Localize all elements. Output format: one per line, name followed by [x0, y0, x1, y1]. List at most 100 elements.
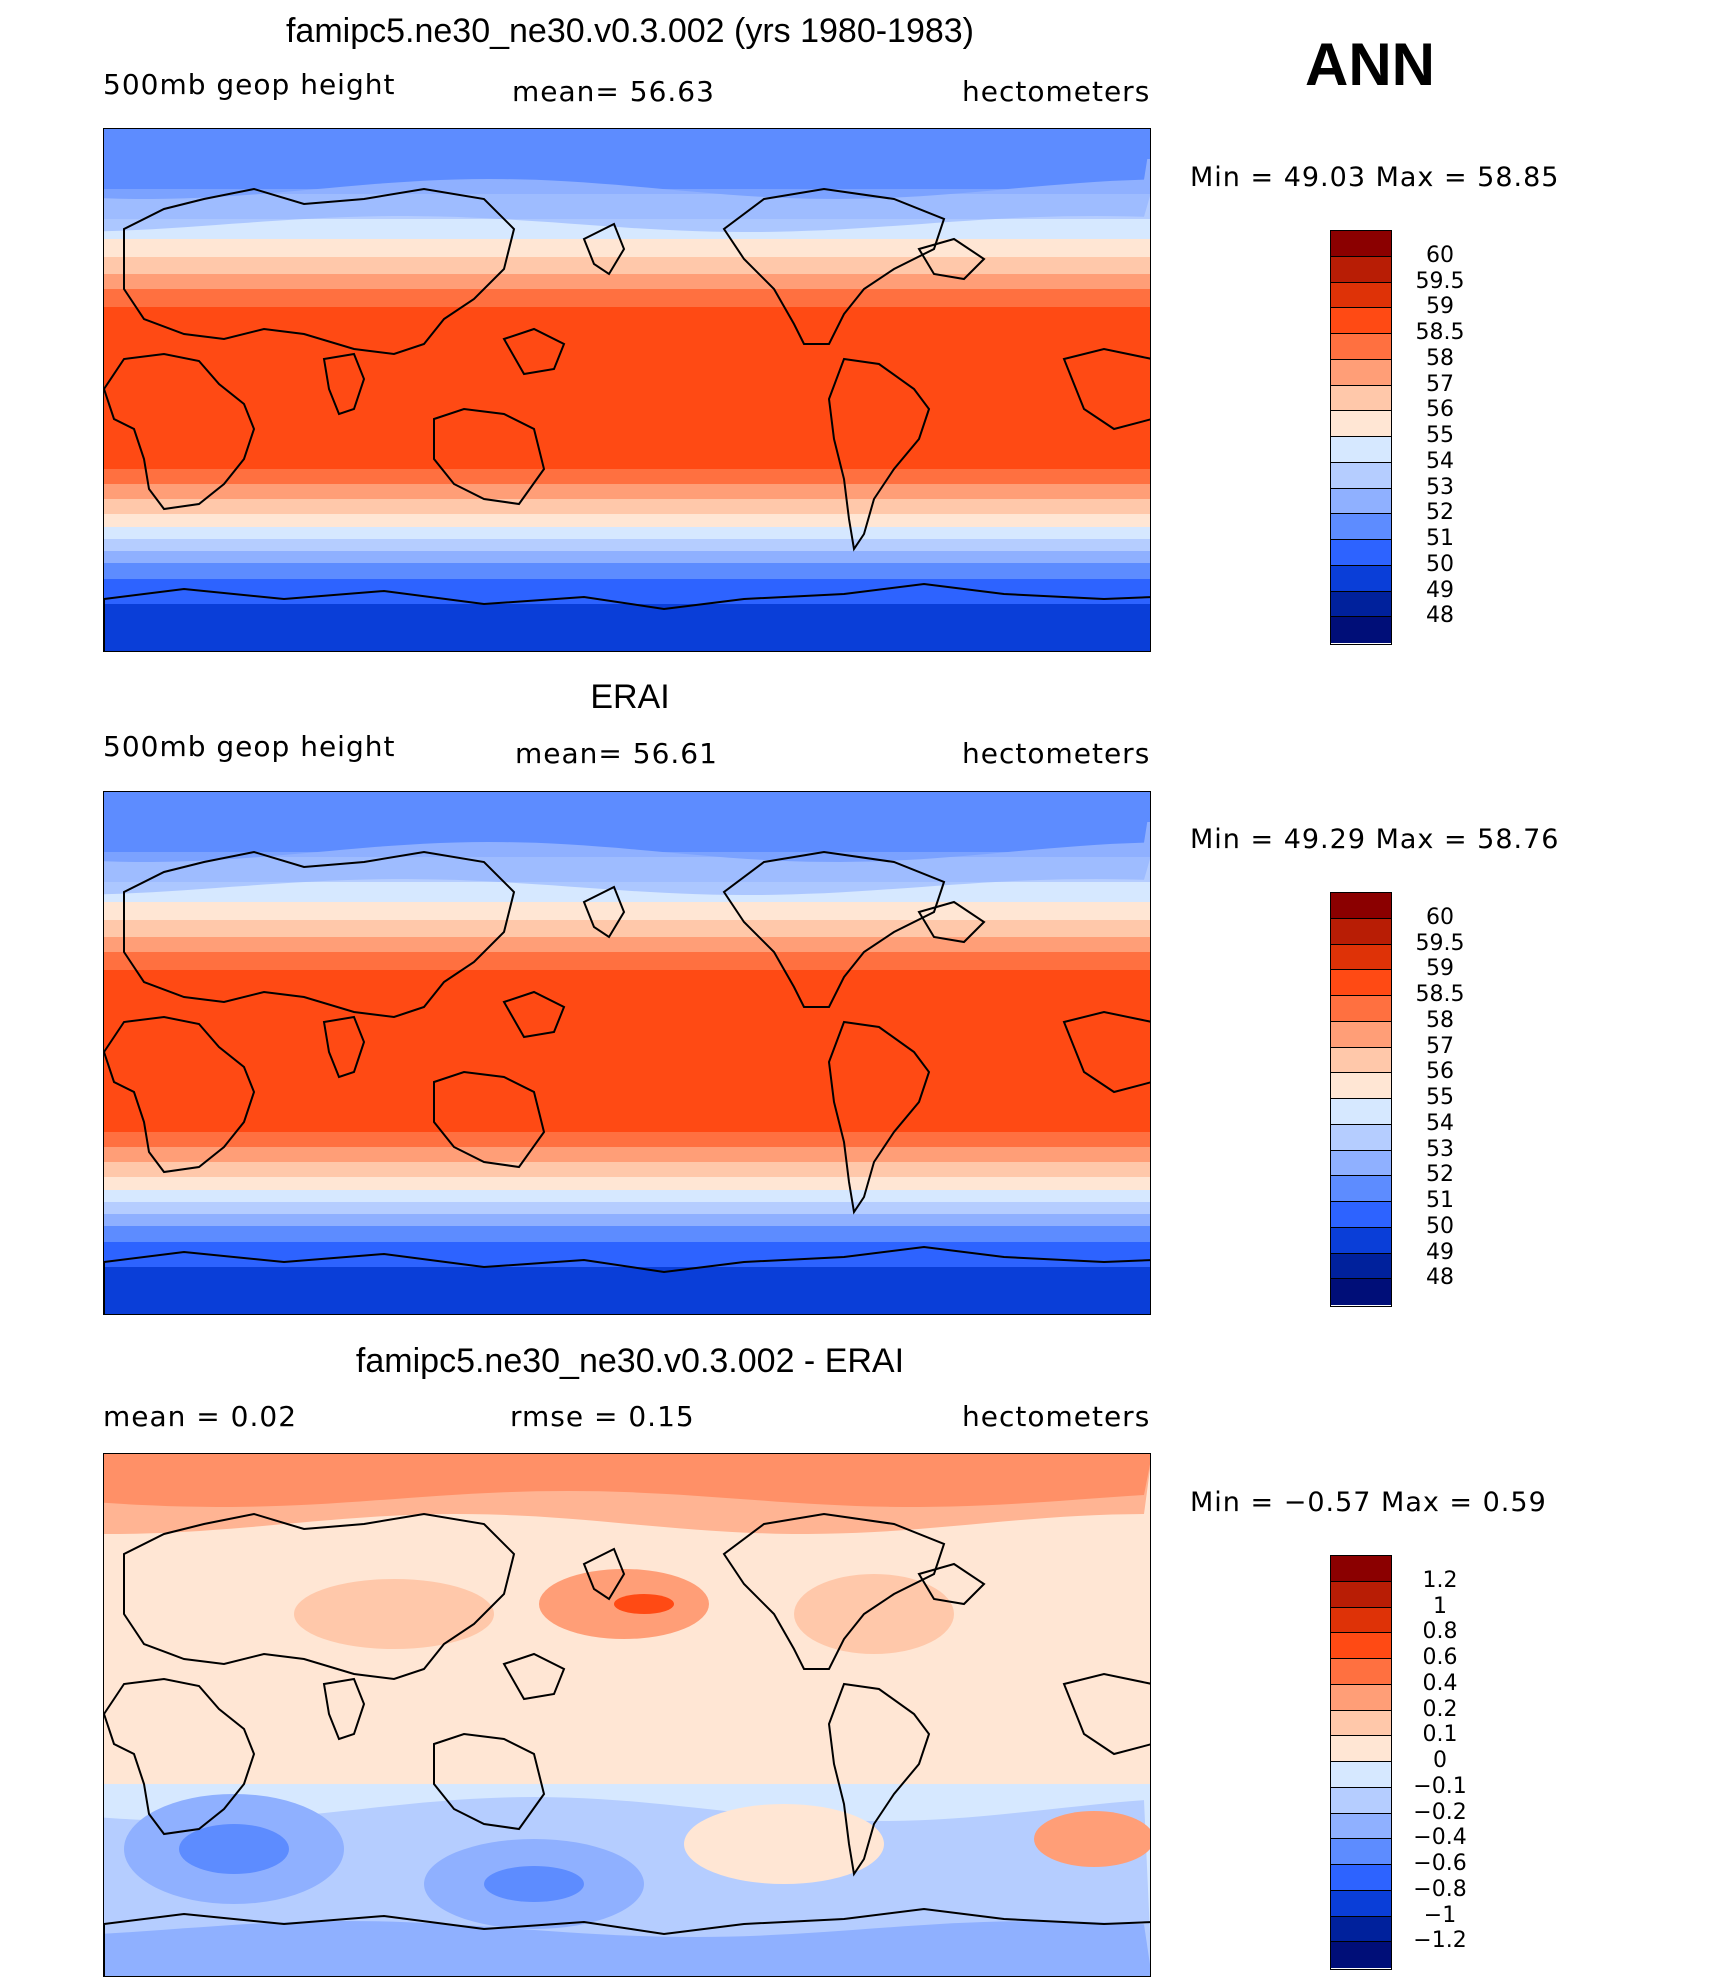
colorbar-level-label: −1 — [1423, 1902, 1457, 1928]
colorbar-swatch — [1331, 1253, 1391, 1280]
colorbar-swatch — [1331, 308, 1391, 334]
panel-2-minmax: Min = 49.29 Max = 58.76 — [1190, 824, 1560, 855]
colorbar-level-label: 0.8 — [1422, 1619, 1458, 1645]
panel-1-variable: 500mb geop height — [103, 68, 396, 101]
colorbar-level-label: 48 — [1426, 1265, 1454, 1291]
colorbar-swatch — [1331, 1099, 1391, 1125]
colorbar-level-label: 0.1 — [1422, 1722, 1458, 1748]
colorbar-level-label: −1.2 — [1413, 1928, 1467, 1954]
colorbar-swatch — [1331, 1890, 1391, 1917]
colorbar-swatch — [1331, 1073, 1391, 1099]
colorbar-swatch — [1331, 1684, 1391, 1711]
colorbar-level-label: 49 — [1426, 577, 1454, 603]
colorbar-swatch — [1331, 462, 1391, 489]
colorbar-level-label: 49 — [1426, 1239, 1454, 1265]
colorbar-swatch — [1331, 385, 1391, 412]
colorbar-swatch — [1331, 996, 1391, 1022]
panel-2-title: ERAI — [590, 678, 670, 716]
colorbar-level-label: 50 — [1426, 551, 1454, 577]
colorbar-swatch — [1331, 231, 1391, 257]
colorbar-level-label: 0.4 — [1422, 1670, 1458, 1696]
panel-1-minmax: Min = 49.03 Max = 58.85 — [1190, 162, 1560, 193]
colorbar-level-label: −0.4 — [1413, 1825, 1467, 1851]
colorbar-level-label: 56 — [1426, 1059, 1454, 1085]
colorbar-swatch — [1331, 970, 1391, 996]
colorbar-level-label: 0 — [1433, 1748, 1447, 1773]
panel-3-units: hectometers — [962, 1400, 1151, 1433]
panel-3-mean: mean = 0.02 — [103, 1400, 298, 1433]
colorbar-level-label: 58 — [1426, 345, 1454, 371]
colorbar-swatch — [1331, 1556, 1391, 1582]
colorbar-level-label: 58 — [1426, 1007, 1454, 1033]
panel-3-rmse: rmse = 0.15 — [510, 1400, 695, 1433]
colorbar-swatch — [1331, 514, 1391, 540]
panel-1-colorbar — [1330, 230, 1392, 645]
colorbar-swatch — [1331, 488, 1391, 515]
panel-3-title: famipc5.ne30_ne30.v0.3.002 - ERAI — [355, 1342, 905, 1380]
colorbar-level-label: −0.6 — [1413, 1851, 1467, 1876]
colorbar-swatch — [1331, 893, 1391, 919]
panel-2-colorbar — [1330, 892, 1392, 1307]
colorbar-level-label: 55 — [1426, 423, 1454, 448]
panel-3-colorbar — [1330, 1555, 1392, 1970]
panel-2-units: hectometers — [962, 737, 1151, 770]
colorbar-swatch — [1331, 1279, 1391, 1305]
colorbar-level-label: 55 — [1426, 1085, 1454, 1110]
colorbar-swatch — [1331, 359, 1391, 386]
panel-1-units: hectometers — [962, 75, 1151, 108]
colorbar-swatch — [1331, 1202, 1391, 1228]
colorbar-level-label: 1.2 — [1422, 1567, 1458, 1593]
colorbar-swatch — [1331, 1762, 1391, 1788]
colorbar-level-label: 58.5 — [1415, 320, 1465, 345]
colorbar-swatch — [1331, 1659, 1391, 1685]
colorbar-swatch — [1331, 256, 1391, 283]
panel-3-map — [103, 1453, 1151, 1977]
colorbar-swatch — [1331, 1581, 1391, 1608]
colorbar-level-label: 59.5 — [1415, 930, 1465, 956]
colorbar-level-label: 60 — [1426, 242, 1454, 268]
colorbar-swatch — [1331, 944, 1391, 971]
colorbar-swatch — [1331, 1942, 1391, 1968]
colorbar-swatch — [1331, 1813, 1391, 1840]
panel-1-map — [103, 128, 1151, 652]
colorbar-level-label: 52 — [1426, 1162, 1454, 1188]
colorbar-swatch — [1331, 1787, 1391, 1814]
colorbar-swatch — [1331, 282, 1391, 309]
colorbar-level-label: 0.6 — [1422, 1645, 1458, 1670]
colorbar-swatch — [1331, 1916, 1391, 1943]
panel-1-title: famipc5.ne30_ne30.v0.3.002 (yrs 1980-198… — [285, 12, 975, 50]
colorbar-level-label: −0.1 — [1413, 1773, 1467, 1799]
colorbar-level-label: 59.5 — [1415, 268, 1465, 294]
colorbar-level-label: 54 — [1426, 1110, 1454, 1136]
colorbar-swatch — [1331, 1176, 1391, 1202]
colorbar-level-label: 51 — [1426, 526, 1454, 551]
colorbar-swatch — [1331, 437, 1391, 463]
colorbar-swatch — [1331, 1633, 1391, 1659]
colorbar-swatch — [1331, 540, 1391, 566]
colorbar-swatch — [1331, 591, 1391, 618]
colorbar-level-label: 53 — [1426, 1136, 1454, 1162]
colorbar-swatch — [1331, 1021, 1391, 1048]
colorbar-level-label: 53 — [1426, 474, 1454, 500]
colorbar-level-label: 59 — [1426, 294, 1454, 320]
colorbar-swatch — [1331, 1839, 1391, 1865]
panel-1-mean: mean= 56.63 — [512, 75, 715, 108]
colorbar-level-label: 0.2 — [1422, 1696, 1458, 1722]
colorbar-swatch — [1331, 918, 1391, 945]
season-label: ANN — [1305, 31, 1435, 98]
colorbar-level-label: 1 — [1433, 1593, 1447, 1619]
colorbar-level-label: 51 — [1426, 1188, 1454, 1213]
colorbar-level-label: 60 — [1426, 904, 1454, 930]
panel-2-variable: 500mb geop height — [103, 730, 396, 763]
colorbar-swatch — [1331, 1227, 1391, 1254]
colorbar-swatch — [1331, 1865, 1391, 1891]
colorbar-level-label: 48 — [1426, 603, 1454, 629]
colorbar-level-label: 57 — [1426, 1033, 1454, 1059]
colorbar-swatch — [1331, 1124, 1391, 1151]
colorbar-swatch — [1331, 1736, 1391, 1762]
colorbar-swatch — [1331, 1047, 1391, 1074]
colorbar-swatch — [1331, 1710, 1391, 1737]
colorbar-swatch — [1331, 411, 1391, 437]
colorbar-swatch — [1331, 1607, 1391, 1634]
colorbar-swatch — [1331, 1150, 1391, 1177]
